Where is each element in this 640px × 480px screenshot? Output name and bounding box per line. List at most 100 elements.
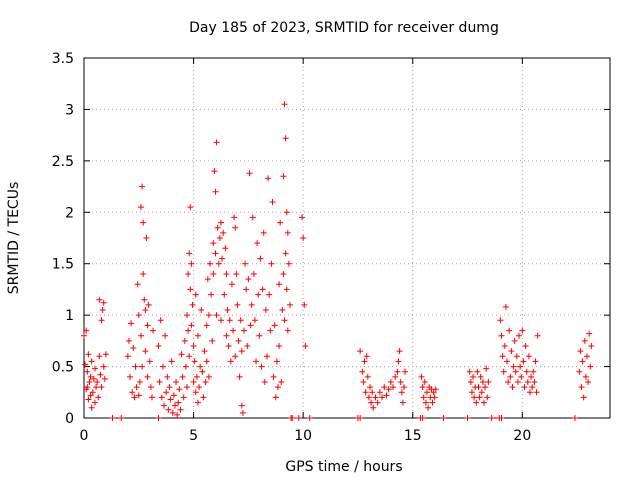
- data-point-mark: [235, 337, 242, 344]
- data-point: [210, 271, 217, 277]
- data-point-mark: [102, 351, 109, 358]
- data-point-mark: [514, 379, 521, 385]
- data-point-mark: [505, 379, 512, 385]
- data-point-mark: [250, 271, 257, 277]
- data-point-mark: [210, 240, 217, 247]
- data-point: [498, 415, 505, 421]
- data-point-mark: [166, 384, 173, 391]
- data-point: [509, 384, 516, 391]
- data-point-mark: [182, 363, 189, 370]
- data-point: [190, 343, 197, 349]
- data-point: [430, 389, 437, 396]
- data-point: [160, 402, 167, 409]
- data-point: [527, 389, 534, 396]
- data-point: [510, 363, 517, 370]
- data-point-mark: [96, 353, 103, 360]
- data-point-mark: [144, 373, 151, 380]
- x-tick-label: 20: [513, 428, 531, 444]
- data-point: [284, 229, 291, 236]
- data-point-mark: [503, 358, 510, 365]
- data-point: [272, 394, 279, 401]
- data-point-mark: [129, 389, 136, 396]
- data-point: [519, 327, 526, 334]
- data-point: [301, 301, 308, 308]
- data-point-mark: [187, 204, 194, 211]
- data-point-mark: [207, 260, 214, 267]
- data-point-mark: [586, 330, 593, 337]
- data-point: [240, 327, 247, 334]
- data-point: [102, 351, 109, 358]
- data-point: [387, 379, 394, 385]
- data-point-mark: [577, 348, 584, 355]
- data-point: [392, 373, 399, 380]
- data-point: [164, 373, 171, 380]
- data-point-mark: [236, 373, 243, 380]
- plot-frame: [83, 57, 611, 419]
- data-point-mark: [523, 368, 530, 375]
- data-point: [425, 404, 432, 411]
- data-point-mark: [124, 353, 131, 360]
- data-point-mark: [202, 379, 209, 385]
- data-point: [100, 299, 107, 306]
- data-point-mark: [190, 343, 197, 349]
- data-point: [226, 317, 233, 324]
- data-point: [203, 358, 210, 365]
- data-point: [193, 373, 200, 380]
- data-point-mark: [471, 394, 478, 401]
- data-point: [192, 291, 199, 298]
- data-point: [395, 358, 402, 365]
- data-point: [257, 255, 264, 262]
- data-point: [96, 353, 103, 360]
- data-point: [287, 301, 294, 308]
- data-point-mark: [588, 343, 595, 349]
- data-point: [302, 343, 309, 349]
- data-point: [91, 365, 98, 372]
- data-point-mark: [284, 327, 291, 334]
- data-point: [85, 351, 92, 358]
- data-point: [281, 317, 288, 324]
- data-point-mark: [479, 379, 486, 385]
- data-point: [168, 358, 175, 365]
- data-point-mark: [576, 368, 583, 375]
- data-point: [144, 373, 151, 380]
- data-point-mark: [163, 389, 170, 396]
- data-point: [197, 363, 204, 370]
- data-point: [133, 384, 140, 391]
- data-point-mark: [532, 358, 539, 365]
- y-tick-label: 0: [65, 411, 74, 427]
- data-point-mark: [140, 219, 147, 226]
- data-point: [231, 214, 238, 221]
- data-point: [216, 235, 223, 241]
- data-point-mark: [276, 343, 283, 349]
- data-point-mark: [270, 373, 277, 380]
- data-point-mark: [98, 317, 105, 324]
- x-tick-label: 10: [294, 428, 312, 444]
- data-point: [89, 389, 96, 396]
- data-point-mark: [192, 389, 199, 396]
- data-point: [422, 399, 429, 406]
- data-point: [232, 224, 239, 231]
- data-point: [360, 379, 367, 385]
- data-point-mark: [233, 271, 240, 277]
- data-point: [479, 379, 486, 385]
- data-point: [470, 373, 477, 380]
- data-point: [502, 303, 509, 310]
- data-point: [578, 384, 585, 391]
- data-point-mark: [139, 183, 146, 190]
- data-point-mark: [143, 235, 150, 241]
- data-point: [579, 358, 586, 365]
- data-point-mark: [266, 291, 273, 298]
- data-point-mark: [522, 343, 529, 349]
- data-point: [501, 343, 508, 349]
- data-point: [367, 384, 374, 391]
- data-point-mark: [390, 384, 397, 391]
- data-point-mark: [422, 399, 429, 406]
- data-point: [398, 389, 405, 396]
- y-tick-label: 1.5: [52, 257, 74, 273]
- data-point: [466, 368, 473, 375]
- data-point: [135, 312, 142, 319]
- data-point: [225, 343, 232, 349]
- data-point: [194, 332, 201, 339]
- data-point-mark: [284, 229, 291, 236]
- data-point: [361, 358, 368, 365]
